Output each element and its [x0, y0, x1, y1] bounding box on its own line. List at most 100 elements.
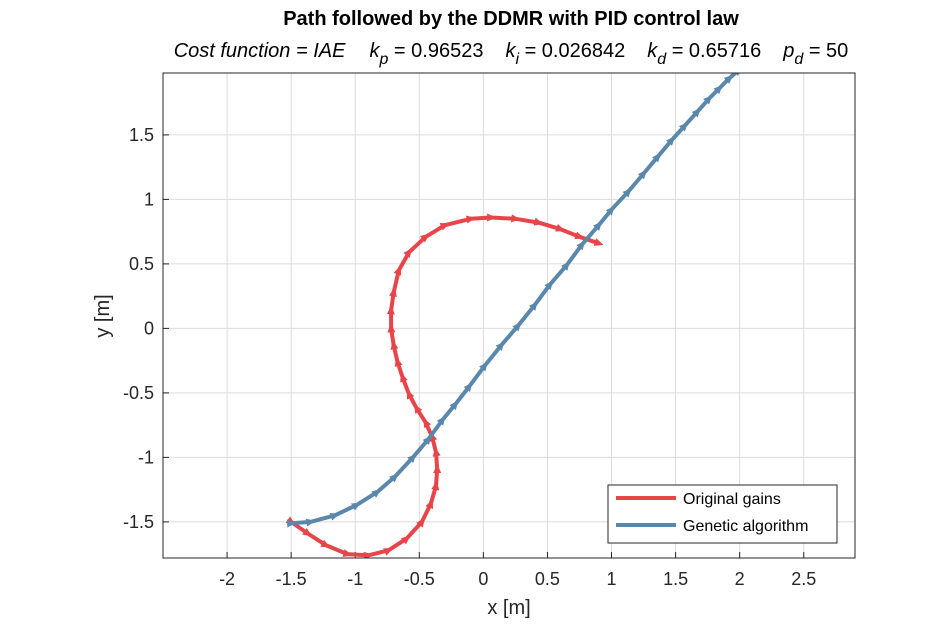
data-point-marker — [393, 265, 402, 276]
x-tick-label: 0.5 — [535, 569, 560, 589]
subtitle-kd-symbol: k — [647, 40, 658, 62]
data-point-marker — [593, 238, 604, 246]
data-point-marker — [433, 464, 442, 473]
x-tick-label: 1 — [607, 569, 617, 589]
data-point-marker — [723, 74, 734, 84]
subtitle-kp-value: = 0.96523 — [388, 40, 483, 62]
data-point-marker — [465, 215, 476, 224]
data-point-marker — [423, 418, 432, 429]
legend: Original gains Genetic algorithm — [607, 484, 838, 544]
data-point-marker — [394, 357, 403, 367]
data-point-marker — [420, 233, 430, 243]
subtitle-ki-symbol: k — [505, 40, 516, 62]
data-point-marker — [439, 222, 450, 231]
y-tick-label: -0.5 — [123, 383, 154, 403]
data-point-marker — [406, 389, 415, 400]
data-point-marker — [390, 340, 399, 350]
y-tick-labels: -1.5 -1 -0.5 0 0.5 1 1.5 — [123, 125, 154, 532]
data-point-marker — [305, 518, 316, 527]
data-point-marker — [342, 549, 353, 558]
data-point-marker — [400, 372, 408, 383]
legend-box — [607, 484, 838, 544]
data-point-marker — [544, 280, 554, 291]
x-tick-label: 0 — [478, 569, 488, 589]
data-point-marker — [463, 382, 473, 393]
subtitle-kd-sub: d — [657, 51, 667, 68]
data-point-marker — [637, 169, 647, 180]
x-tick-label: 1.5 — [663, 569, 688, 589]
data-point-marker — [302, 527, 312, 537]
legend-label-original-gains: Original gains — [683, 491, 781, 508]
data-point-marker — [495, 341, 505, 351]
x-tick-label: -0.5 — [404, 569, 435, 589]
data-point-marker — [510, 214, 521, 223]
data-point-marker — [487, 213, 497, 222]
data-point-marker — [593, 221, 602, 231]
data-point-marker — [678, 122, 688, 132]
data-point-marker — [387, 323, 396, 333]
x-tick-label: 2.5 — [791, 569, 816, 589]
subtitle-pd-sub: d — [794, 51, 804, 68]
data-point-marker — [555, 224, 566, 232]
data-point-marker — [574, 231, 585, 240]
data-point-marker — [383, 548, 394, 556]
data-point-marker — [449, 400, 459, 411]
x-tick-label: -1.5 — [276, 569, 307, 589]
y-tick-label: 0.5 — [129, 254, 154, 274]
y-tick-label: 1.5 — [129, 125, 154, 145]
data-point-marker — [666, 136, 675, 146]
data-point-marker — [561, 261, 570, 271]
data-point-marker — [605, 205, 615, 216]
subtitle-kp-symbol: k — [369, 40, 380, 62]
y-tick-label: -1.5 — [123, 512, 154, 532]
data-point-marker — [713, 84, 723, 95]
data-point-marker — [528, 301, 538, 311]
data-point-marker — [389, 287, 397, 297]
data-point-marker — [416, 517, 425, 528]
data-point-marker — [286, 519, 297, 528]
series-original-gains — [285, 213, 604, 558]
data-point-marker — [652, 152, 661, 163]
series-layer — [285, 73, 743, 558]
legend-label-genetic-algorithm: Genetic algorithm — [683, 518, 808, 535]
subtitle-kd-value: = 0.65716 — [666, 40, 761, 62]
subtitle-ki-sub: i — [515, 51, 519, 68]
data-point-marker — [576, 240, 586, 251]
data-point-marker — [422, 435, 432, 445]
data-point-marker — [479, 361, 488, 372]
x-tick-label: -2 — [219, 569, 235, 589]
data-point-marker — [432, 447, 441, 457]
x-axis-label: x [m] — [487, 597, 530, 619]
data-point-marker — [431, 480, 440, 491]
data-point-marker — [691, 107, 701, 118]
data-point-marker — [407, 453, 417, 464]
data-point-marker — [386, 305, 395, 315]
data-point-marker — [403, 248, 413, 258]
chart-title: Path followed by the DDMR with PID contr… — [283, 8, 739, 30]
data-point-marker — [512, 321, 522, 332]
data-point-marker — [622, 187, 632, 198]
x-tick-labels: -2 -1.5 -1 -0.5 0 0.5 1 1.5 2 2.5 — [219, 569, 816, 589]
data-point-marker — [371, 489, 382, 498]
data-point-marker — [414, 404, 423, 414]
data-point-marker — [351, 502, 361, 511]
plot-frame — [162, 72, 856, 559]
grid-lines — [163, 73, 855, 558]
data-point-marker — [436, 416, 446, 426]
data-point-marker — [329, 513, 340, 521]
y-tick-label: -1 — [138, 447, 154, 467]
data-point-marker — [389, 473, 399, 483]
y-tick-label: 1 — [144, 189, 154, 209]
y-tick-label: 0 — [144, 318, 154, 338]
x-tick-label: 2 — [735, 569, 745, 589]
subtitle-cost: Cost function = IAE — [174, 40, 346, 62]
subtitle-ki-value: = 0.026842 — [519, 40, 625, 62]
y-axis-label: y [m] — [92, 294, 114, 337]
data-point-marker — [703, 95, 713, 105]
data-point-marker — [400, 535, 411, 545]
x-tick-label: -1 — [347, 569, 363, 589]
subtitle-pd-symbol: p — [782, 40, 794, 62]
data-point-marker — [320, 539, 331, 548]
